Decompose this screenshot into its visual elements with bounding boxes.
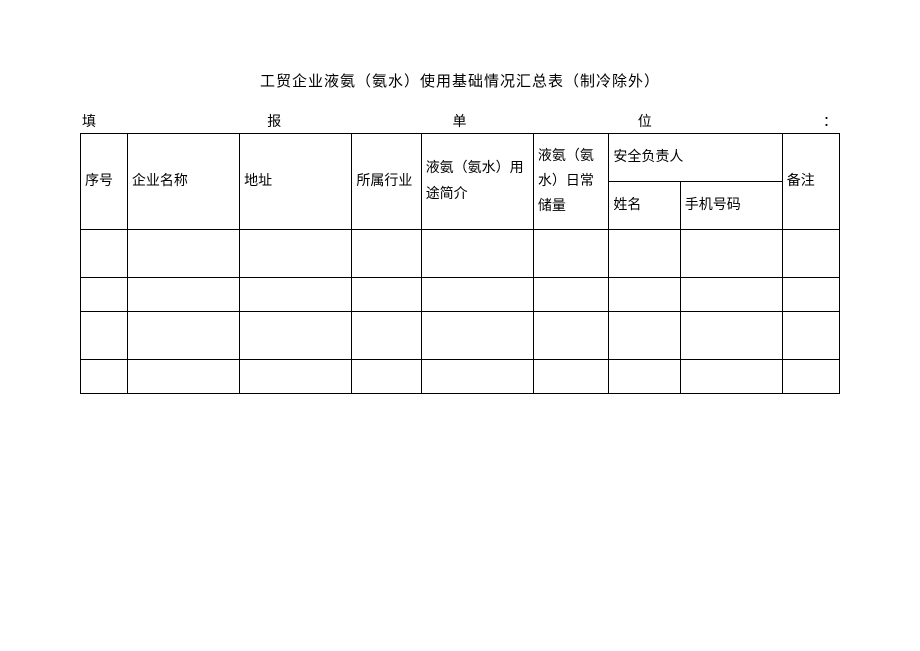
header-addr: 地址 [240,134,352,230]
page-title: 工贸企业液氨（氨水）使用基础情况汇总表（制冷除外） [80,70,840,91]
cell-seq [81,360,128,394]
summary-table: 序号 企业名称 地址 所属行业 液氨（氨水）用途简介 液氨（氨水）日常储量 安全… [80,133,840,394]
table-row [81,278,840,312]
cell-name [127,312,239,360]
header-phone: 手机号码 [680,182,782,230]
subtitle-char-5: ： [823,111,838,131]
header-usage: 液氨（氨水）用途简介 [421,134,533,230]
cell-industry [352,312,421,360]
cell-addr [240,278,352,312]
cell-addr [240,360,352,394]
cell-remark [782,278,839,312]
cell-industry [352,278,421,312]
cell-name [127,230,239,278]
table-row [81,230,840,278]
cell-usage [421,278,533,312]
subtitle-char-4: 位 [638,111,653,131]
table-body [81,230,840,394]
subtitle-row: 填 报 单 位 ： [80,111,840,131]
header-industry: 所属行业 [352,134,421,230]
cell-person [609,230,680,278]
cell-name [127,360,239,394]
header-storage: 液氨（氨水）日常储量 [533,134,608,230]
cell-usage [421,312,533,360]
cell-addr [240,230,352,278]
cell-remark [782,360,839,394]
cell-person [609,278,680,312]
cell-storage [533,278,608,312]
cell-phone [680,312,782,360]
cell-industry [352,360,421,394]
cell-seq [81,230,128,278]
header-person: 姓名 [609,182,680,230]
table-row [81,312,840,360]
cell-seq [81,312,128,360]
cell-storage [533,312,608,360]
cell-name [127,278,239,312]
cell-usage [421,360,533,394]
header-name: 企业名称 [127,134,239,230]
cell-phone [680,230,782,278]
cell-addr [240,312,352,360]
table-row [81,360,840,394]
cell-remark [782,312,839,360]
cell-phone [680,278,782,312]
subtitle-char-2: 报 [267,111,282,131]
header-remark: 备注 [782,134,839,230]
subtitle-char-1: 填 [82,111,97,131]
cell-storage [533,230,608,278]
header-safety-group: 安全负责人 [609,134,782,182]
subtitle-char-3: 单 [453,111,468,131]
cell-person [609,360,680,394]
cell-storage [533,360,608,394]
cell-usage [421,230,533,278]
cell-seq [81,278,128,312]
cell-remark [782,230,839,278]
cell-industry [352,230,421,278]
header-seq: 序号 [81,134,128,230]
cell-phone [680,360,782,394]
cell-person [609,312,680,360]
